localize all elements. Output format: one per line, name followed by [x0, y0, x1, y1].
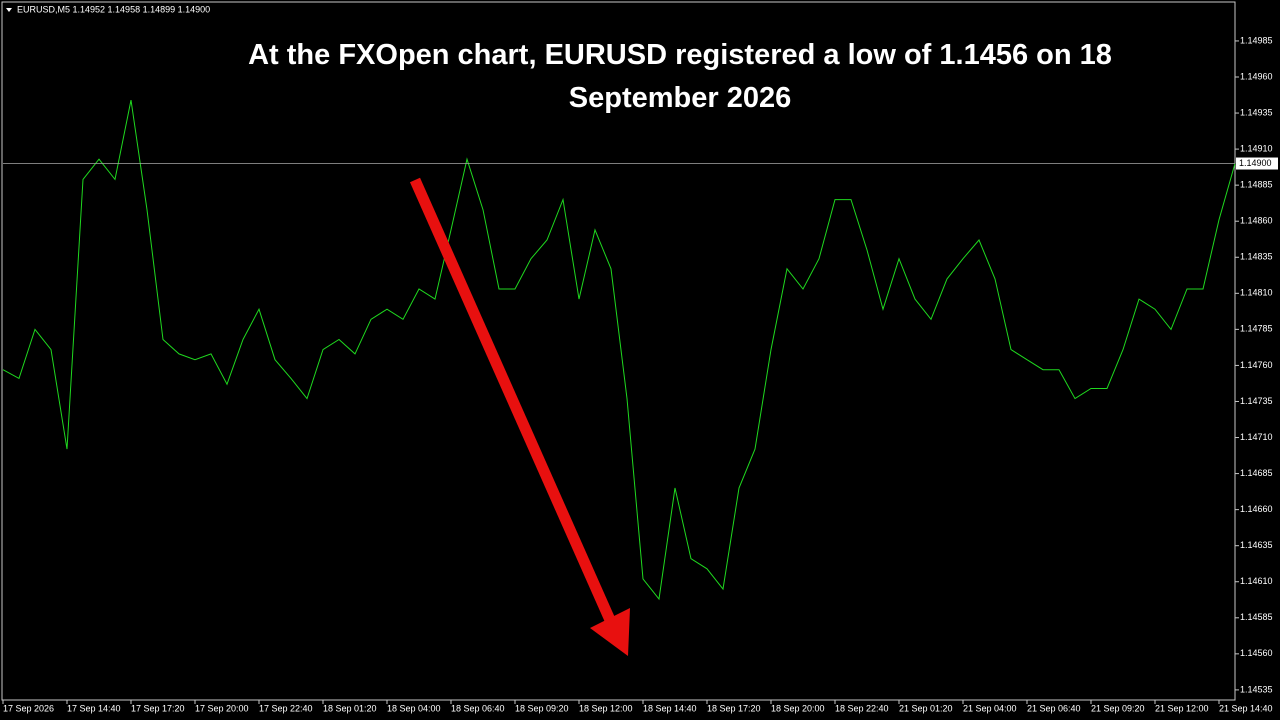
x-tick-label: 17 Sep 2026: [3, 703, 54, 713]
y-tick-label: 1.14710: [1240, 432, 1273, 442]
y-tick-label: 1.14610: [1240, 576, 1273, 586]
x-tick-label: 21 Sep 12:00: [1155, 703, 1209, 713]
current-price-label: 1.14900: [1239, 158, 1272, 168]
y-tick-label: 1.14935: [1240, 107, 1273, 117]
x-tick-label: 18 Sep 14:40: [643, 703, 697, 713]
x-tick-label: 21 Sep 04:00: [963, 703, 1017, 713]
y-tick-label: 1.14760: [1240, 360, 1273, 370]
y-tick-label: 1.14535: [1240, 684, 1273, 694]
y-tick-label: 1.14735: [1240, 396, 1273, 406]
chart-title: At the FXOpen chart, EURUSD registered a…: [248, 39, 1112, 114]
y-tick-label: 1.14885: [1240, 180, 1273, 190]
price-line: [2, 100, 1236, 601]
y-tick-label: 1.14835: [1240, 252, 1273, 262]
x-tick-label: 18 Sep 01:20: [323, 703, 377, 713]
marks: 1.14985 1.14960 1.14935 1.14910 1.14885 1.148…: [2, 35, 1278, 713]
x-tick-label: 21 Sep 09:20: [1091, 703, 1145, 713]
y-tick-label: 1.14635: [1240, 540, 1273, 550]
x-tick-label: 17 Sep 22:40: [259, 703, 313, 713]
x-tick-label: 18 Sep 06:40: [451, 703, 505, 713]
x-tick-label: 18 Sep 20:00: [771, 703, 825, 713]
x-tick-label: 18 Sep 17:20: [707, 703, 761, 713]
y-tick-label: 1.14960: [1240, 71, 1273, 81]
x-tick-label: 17 Sep 17:20: [131, 703, 185, 713]
x-tick-label: 18 Sep 04:00: [387, 703, 441, 713]
x-tick-label: 21 Sep 06:40: [1027, 703, 1081, 713]
y-tick-label: 1.14860: [1240, 216, 1273, 226]
y-tick-label: 1.14560: [1240, 648, 1273, 658]
y-tick-label: 1.14660: [1240, 504, 1273, 514]
annotation-arrow: [409, 177, 630, 656]
y-tick-label: 1.14685: [1240, 468, 1273, 478]
arrow-head: [590, 608, 630, 656]
plot-frame: [1, 1, 1236, 701]
x-tick-label: 18 Sep 22:40: [835, 703, 889, 713]
y-tick-label: 1.14910: [1240, 143, 1273, 153]
y-tick-label: 1.14985: [1240, 35, 1273, 45]
y-tick-label: 1.14585: [1240, 612, 1273, 622]
x-tick-label: 17 Sep 14:40: [67, 703, 121, 713]
x-tick-label: 18 Sep 12:00: [579, 703, 633, 713]
x-tick-label: 21 Sep 01:20: [899, 703, 953, 713]
y-tick-label: 1.14810: [1240, 288, 1273, 298]
x-tick-label: 17 Sep 20:00: [195, 703, 249, 713]
arrow-shaft: [409, 177, 616, 623]
current-price-box: [1236, 157, 1278, 170]
x-tick-label: 21 Sep 14:40: [1219, 703, 1273, 713]
header-icon: [6, 8, 12, 12]
chart-header: EURUSD,M5 1.14952 1.14958 1.14899 1.1490…: [17, 4, 210, 14]
y-tick-label: 1.14785: [1240, 324, 1273, 334]
x-tick-label: 18 Sep 09:20: [515, 703, 569, 713]
